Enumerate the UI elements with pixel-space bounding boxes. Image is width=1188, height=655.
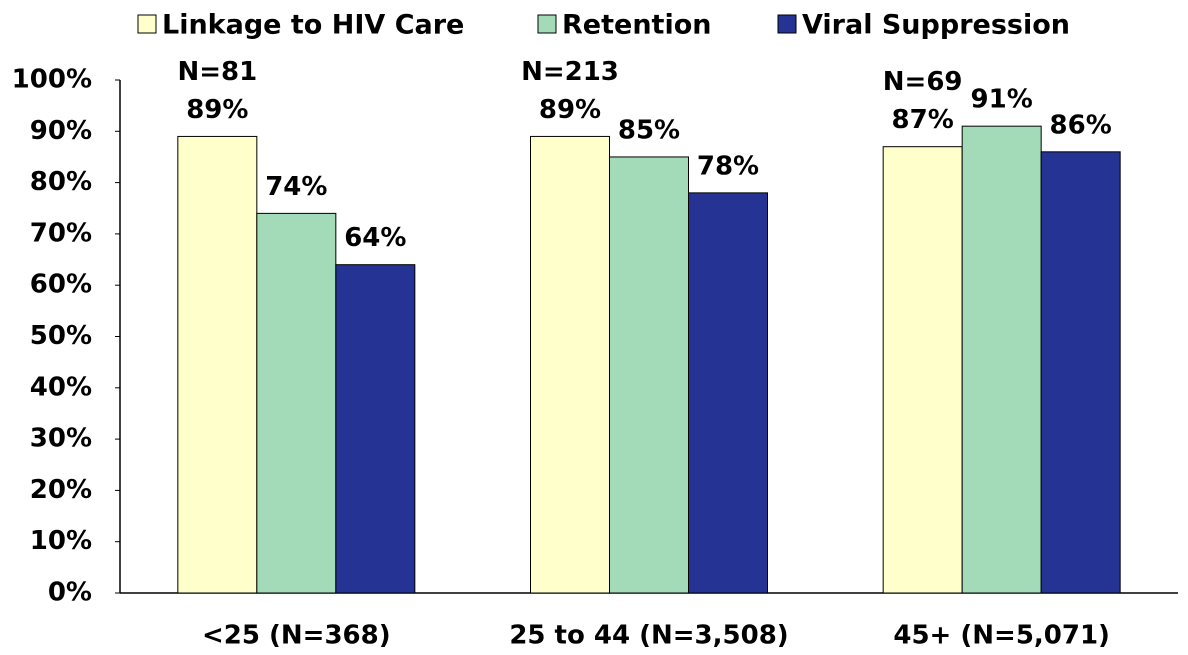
y-tick-label: 70% [30,218,92,248]
y-tick-label: 80% [30,167,92,197]
data-label: 74% [265,172,327,202]
legend-label: Viral Suppression [802,10,1070,41]
data-label: 64% [344,223,406,253]
y-tick-label: 10% [30,526,92,556]
y-tick-label: 50% [30,321,92,351]
bar [177,135,258,594]
bar [530,135,610,594]
bar [335,264,416,594]
y-tick-label: 20% [30,475,92,505]
y-tick-label: 30% [30,424,92,454]
annotation: N=69 [883,67,963,97]
legend-swatch [777,14,797,34]
y-tick-label: 0% [48,578,92,608]
data-label: 89% [539,95,601,125]
bar [882,146,963,594]
bar [609,156,689,594]
y-tick-label: 90% [30,116,92,146]
legend-swatch [537,14,557,34]
data-label: 91% [971,85,1033,115]
bar [256,212,337,594]
legend-label: Retention [562,10,711,41]
data-label: 86% [1050,110,1112,140]
annotation: N=213 [521,57,619,87]
bar [961,125,1042,594]
x-tick-label: 25 to 44 (N=3,508) [509,621,788,651]
bar [688,192,768,594]
bar [1040,151,1121,594]
y-tick-label: 40% [30,372,92,402]
annotation: N=81 [177,57,257,87]
legend-label: Linkage to HIV Care [162,10,464,41]
data-label: 87% [892,105,954,135]
data-label: 78% [697,151,759,181]
data-label: 89% [186,95,248,125]
y-tick-label: 60% [30,270,92,300]
y-tick-label: 100% [12,65,92,95]
x-tick-label: 45+ (N=5,071) [893,621,1110,651]
x-tick-label: <25 (N=368) [202,621,391,651]
data-label: 85% [618,115,680,145]
legend-swatch [137,14,157,34]
